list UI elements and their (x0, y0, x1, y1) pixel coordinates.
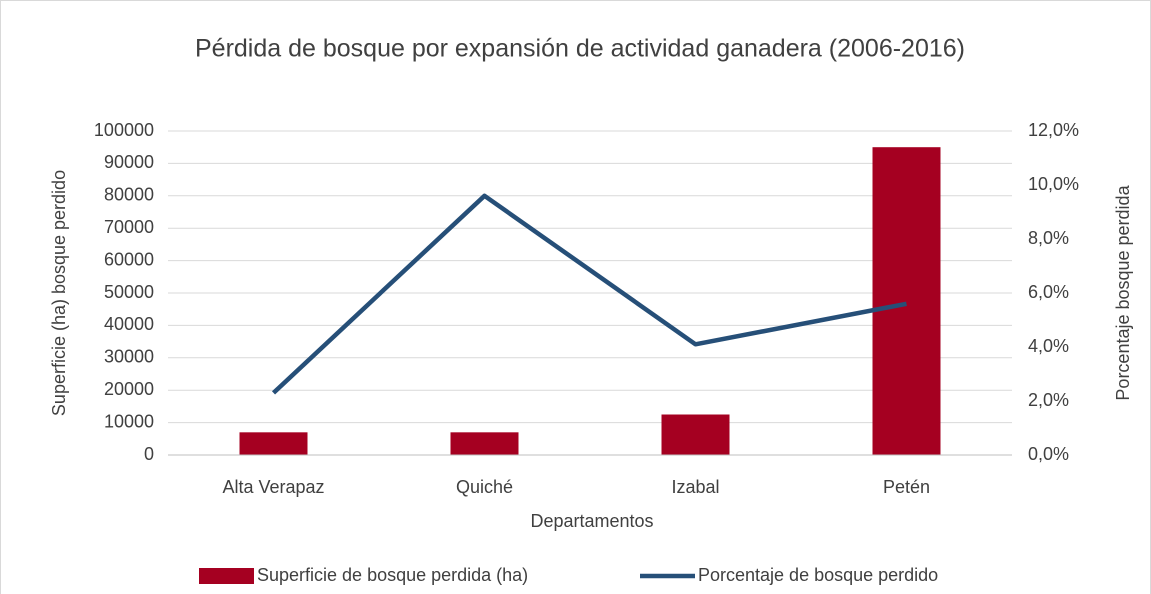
y-tick-label: 80000 (104, 185, 154, 205)
y-axis-label: Superficie (ha) bosque perdido (49, 170, 69, 416)
legend-label: Porcentaje de bosque perdido (698, 565, 938, 585)
y2-tick-label: 0,0% (1028, 444, 1069, 464)
x-tick-label: Izabal (671, 477, 719, 497)
bar (872, 147, 941, 455)
y-tick-label: 30000 (104, 347, 154, 367)
x-tick-label: Quiché (456, 477, 513, 497)
x-tick-label: Petén (883, 477, 930, 497)
line (271, 193, 907, 395)
y2-axis-label: Porcentaje bosque perdida (1113, 184, 1133, 400)
y-tick-label: 50000 (104, 282, 154, 302)
y-tick-label: 20000 (104, 379, 154, 399)
y2-tick-label: 2,0% (1028, 390, 1069, 410)
bar (239, 432, 308, 455)
legend-swatch (199, 568, 254, 584)
y2-tick-label: 12,0% (1028, 120, 1079, 140)
y2-tick-label: 10,0% (1028, 174, 1079, 194)
y-tick-label: 60000 (104, 249, 154, 269)
y-tick-label: 10000 (104, 411, 154, 431)
bar (661, 414, 730, 455)
y-tick-label: 90000 (104, 152, 154, 172)
y2-tick-label: 6,0% (1028, 282, 1069, 302)
chart-title: Pérdida de bosque por expansión de activ… (195, 35, 965, 63)
y-tick-label: 40000 (104, 314, 154, 334)
y-tick-label: 0 (144, 444, 154, 464)
legend-label: Superficie de bosque perdida (ha) (257, 565, 528, 585)
y2-tick-label: 8,0% (1028, 228, 1069, 248)
x-tick-label: Alta Verapaz (222, 477, 324, 497)
y2-tick-label: 4,0% (1028, 336, 1069, 356)
bar (450, 432, 519, 455)
y-tick-label: 70000 (104, 217, 154, 237)
x-axis-label: Departamentos (530, 511, 653, 531)
y-tick-label: 100000 (94, 120, 154, 140)
